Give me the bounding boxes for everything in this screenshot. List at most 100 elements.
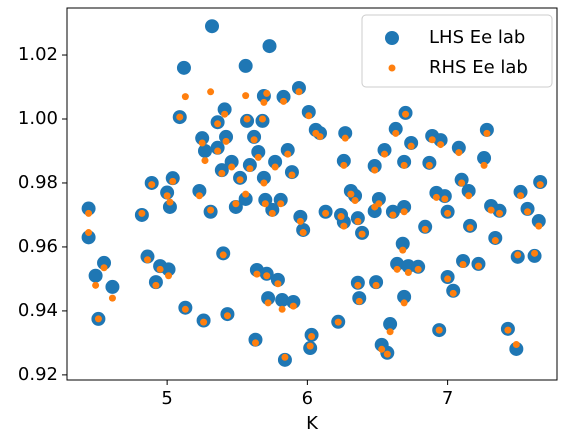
point	[295, 88, 303, 96]
point	[242, 158, 257, 173]
plot-frame	[66, 7, 558, 381]
point	[535, 222, 543, 230]
point	[263, 272, 271, 280]
point	[296, 217, 304, 225]
point	[161, 262, 176, 277]
point	[504, 326, 512, 334]
point	[148, 181, 156, 189]
point	[461, 183, 476, 198]
point	[393, 265, 401, 273]
point	[81, 201, 96, 216]
point	[466, 224, 474, 232]
point	[444, 209, 452, 217]
point	[138, 209, 146, 217]
point	[437, 141, 445, 149]
point	[395, 236, 410, 251]
point	[246, 165, 254, 173]
point	[251, 144, 266, 159]
point	[88, 268, 103, 283]
point	[238, 58, 253, 73]
y-tick-label: 1.02	[18, 44, 58, 65]
point	[263, 89, 271, 97]
point	[276, 89, 291, 104]
point	[207, 88, 215, 96]
point	[340, 222, 348, 230]
point	[221, 110, 229, 118]
point	[219, 129, 234, 144]
point	[143, 256, 151, 264]
point	[94, 315, 102, 323]
point	[250, 136, 258, 144]
point	[97, 255, 112, 270]
y-tick-label: 0.94	[18, 300, 58, 321]
point	[242, 92, 250, 100]
y-tick-label: 1.00	[18, 108, 58, 129]
point	[441, 195, 449, 203]
point	[291, 80, 306, 95]
point	[169, 177, 177, 185]
point	[524, 208, 532, 216]
point	[474, 262, 482, 270]
point	[288, 171, 296, 179]
point	[334, 318, 342, 326]
point	[265, 202, 280, 217]
x-tick-label: 5	[161, 388, 172, 409]
point	[176, 60, 191, 75]
point	[367, 159, 382, 174]
point	[92, 281, 100, 289]
point	[341, 134, 349, 142]
point	[389, 211, 397, 219]
point	[402, 110, 410, 118]
point	[399, 246, 407, 254]
point	[176, 113, 184, 121]
point	[358, 230, 366, 238]
point	[270, 272, 285, 287]
x-axis-label: K	[306, 413, 319, 434]
point	[286, 294, 301, 309]
point	[260, 179, 268, 187]
point	[108, 294, 116, 302]
y-tick-label: 0.92	[18, 364, 58, 385]
point	[81, 230, 96, 245]
point	[377, 143, 392, 158]
point	[261, 291, 276, 306]
point	[340, 161, 348, 169]
point	[281, 353, 289, 361]
point	[479, 122, 494, 137]
point	[242, 190, 250, 198]
legend-label: LHS Ee lab	[429, 27, 525, 48]
point	[165, 272, 173, 280]
point	[238, 191, 253, 206]
point	[197, 143, 212, 158]
point	[480, 161, 488, 169]
point	[200, 318, 208, 326]
point	[198, 139, 206, 147]
point	[162, 199, 177, 214]
point	[390, 256, 405, 271]
point	[383, 317, 398, 332]
point	[531, 249, 539, 257]
point	[414, 265, 422, 273]
point	[299, 229, 307, 237]
point	[378, 345, 386, 353]
point	[201, 157, 209, 165]
point	[433, 133, 448, 148]
point	[223, 312, 231, 320]
point	[354, 217, 362, 225]
x-tick-label: 6	[302, 388, 313, 409]
point	[274, 280, 282, 288]
point	[487, 206, 495, 214]
point	[222, 137, 230, 145]
point	[456, 254, 471, 269]
point	[397, 289, 412, 304]
point	[181, 93, 189, 101]
point	[536, 181, 544, 189]
point	[425, 161, 433, 169]
point	[371, 191, 386, 206]
point	[195, 131, 210, 146]
point	[491, 237, 499, 245]
point	[305, 112, 313, 120]
point	[316, 133, 324, 141]
point	[268, 209, 276, 217]
point	[268, 154, 283, 169]
